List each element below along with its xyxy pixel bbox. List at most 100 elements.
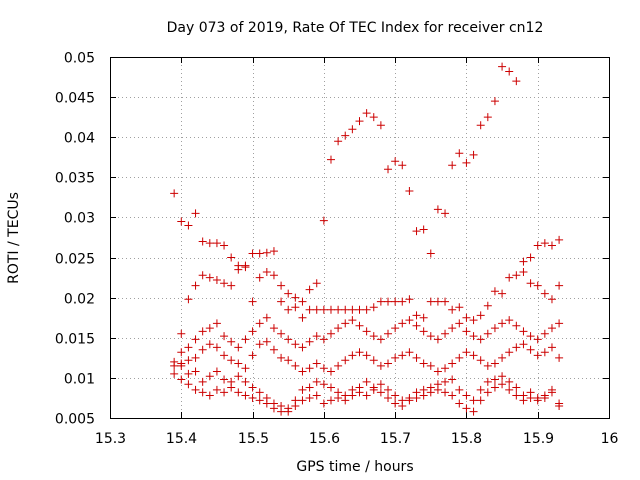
data-point — [362, 305, 371, 314]
data-point — [391, 157, 400, 166]
data-point — [198, 327, 207, 336]
data-point — [369, 332, 378, 341]
data-point — [326, 329, 335, 338]
data-point — [305, 364, 314, 373]
data-point — [498, 62, 507, 71]
data-point — [326, 367, 335, 376]
data-point — [284, 289, 293, 298]
data-point — [205, 239, 214, 248]
y-tick-label: 0.045 — [55, 91, 95, 107]
data-point — [448, 391, 457, 400]
data-point — [555, 319, 564, 328]
data-point — [355, 348, 364, 357]
data-point — [184, 221, 193, 230]
data-point — [384, 165, 393, 174]
data-point — [227, 281, 236, 290]
data-point — [412, 311, 421, 320]
data-point — [355, 388, 364, 397]
data-point — [483, 377, 492, 386]
data-point — [284, 335, 293, 344]
data-point — [269, 404, 278, 413]
data-point — [555, 281, 564, 290]
data-point — [341, 305, 350, 314]
data-point — [220, 279, 229, 288]
data-point — [505, 377, 514, 386]
data-point — [448, 324, 457, 333]
y-axis-label: ROTI / TECUs — [6, 192, 22, 284]
data-point — [277, 407, 286, 416]
data-point — [441, 377, 450, 386]
data-point — [398, 161, 407, 170]
data-point — [334, 361, 343, 370]
data-point — [191, 385, 200, 394]
data-point — [284, 407, 293, 416]
data-point — [547, 295, 556, 304]
data-point — [369, 303, 378, 312]
data-point — [248, 383, 257, 392]
data-point — [512, 271, 521, 280]
data-point — [519, 257, 528, 266]
data-point — [234, 343, 243, 352]
y-tick-label: 0.025 — [55, 252, 95, 268]
data-point — [547, 241, 556, 250]
data-point — [269, 345, 278, 354]
data-point — [512, 343, 521, 352]
data-point — [405, 295, 414, 304]
data-point — [220, 351, 229, 360]
data-point — [412, 227, 421, 236]
data-point — [305, 337, 314, 346]
data-point — [341, 319, 350, 328]
data-point — [348, 305, 357, 314]
data-point — [433, 385, 442, 394]
data-point — [412, 393, 421, 402]
data-point — [234, 359, 243, 368]
data-point — [212, 385, 221, 394]
data-point — [234, 372, 243, 381]
data-point — [483, 361, 492, 370]
data-point — [198, 388, 207, 397]
data-point — [505, 385, 514, 394]
data-point — [198, 271, 207, 280]
data-point — [540, 348, 549, 357]
data-point — [526, 393, 535, 402]
data-point — [419, 327, 428, 336]
data-point — [391, 353, 400, 362]
data-point — [391, 324, 400, 333]
data-point — [262, 337, 271, 346]
data-point — [326, 383, 335, 392]
data-point — [505, 273, 514, 282]
data-point — [469, 316, 478, 325]
data-point — [533, 396, 542, 405]
data-point — [426, 332, 435, 341]
data-point — [262, 248, 271, 257]
data-point — [462, 327, 471, 336]
data-point — [462, 404, 471, 413]
y-tick-label: 0.005 — [55, 412, 95, 428]
x-axis-label: GPS time / hours — [296, 459, 413, 475]
data-point — [198, 345, 207, 354]
data-point — [519, 340, 528, 349]
data-point — [455, 319, 464, 328]
data-point — [326, 155, 335, 164]
data-point — [369, 113, 378, 122]
y-tick-label: 0.02 — [64, 292, 95, 308]
data-point — [212, 367, 221, 376]
data-point — [433, 205, 442, 214]
data-point — [490, 359, 499, 368]
data-point — [355, 321, 364, 330]
data-point — [376, 361, 385, 370]
axis-ticks: 15.3 15.4 15.5 15.6 15.7 15.8 15.9 16 0.005 0.01 0… — [55, 51, 619, 448]
data-point — [277, 297, 286, 306]
data-point — [376, 380, 385, 389]
data-point — [212, 239, 221, 248]
data-point — [220, 241, 229, 250]
data-point — [369, 385, 378, 394]
data-point — [391, 391, 400, 400]
data-point — [512, 77, 521, 86]
data-point — [284, 305, 293, 314]
data-point — [490, 324, 499, 333]
data-point — [512, 321, 521, 330]
x-tick-label: 15.7 — [380, 431, 411, 447]
data-point — [241, 391, 250, 400]
data-point — [555, 235, 564, 244]
